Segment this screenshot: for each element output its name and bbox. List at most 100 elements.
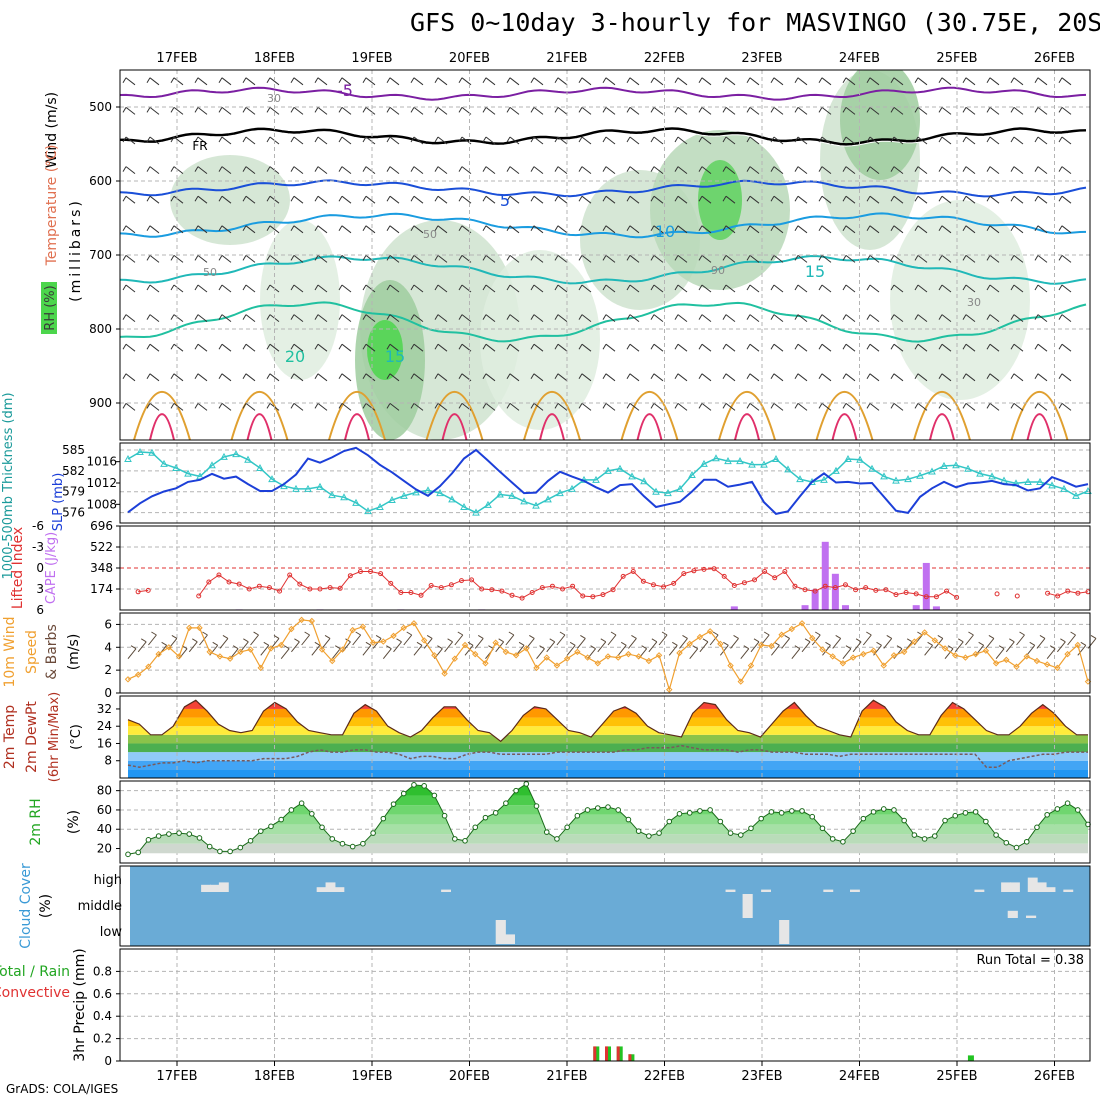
rh-point	[737, 832, 744, 838]
wind-barb	[626, 136, 640, 145]
wind-ylabel-2: Speed	[24, 630, 40, 674]
thickness-point	[592, 475, 600, 483]
wind-barb	[650, 136, 664, 145]
lifted-index-point	[458, 578, 464, 584]
wind-barb	[698, 77, 712, 86]
thickness-point	[736, 457, 744, 465]
wind-barb	[194, 166, 208, 174]
wind-barb	[242, 225, 256, 234]
wind-barb	[914, 284, 928, 293]
wind-speed-point	[747, 662, 755, 669]
wind-speed-point	[380, 638, 387, 645]
wind-barb	[1010, 136, 1024, 145]
wind-barb	[962, 343, 976, 352]
thickness-point	[556, 489, 564, 497]
wind-barb	[674, 195, 688, 204]
temp-ylabel-4: (°C)	[69, 724, 84, 750]
lifted-index-point	[711, 566, 717, 572]
wind-barb	[338, 284, 352, 293]
wind-speed-point	[502, 648, 510, 656]
lifted-index-point	[994, 591, 1000, 597]
y-tick-label: 600	[89, 174, 112, 188]
wind-barb	[242, 166, 256, 174]
thickness-point	[760, 460, 768, 468]
wind-barb	[658, 631, 668, 646]
wind-barb	[386, 195, 400, 204]
rh-point	[472, 824, 479, 831]
hot-contour	[149, 413, 175, 440]
rh-point	[625, 816, 632, 823]
li-series	[135, 541, 1091, 610]
rh-point	[503, 800, 509, 806]
lifted-index-point	[196, 593, 202, 599]
wind-barb	[242, 314, 256, 322]
wind-speed-point	[523, 645, 530, 652]
rh-point	[523, 781, 530, 787]
y-tick-label: 900	[89, 396, 112, 410]
lifted-index-point	[721, 573, 727, 579]
rh-point	[309, 811, 315, 817]
temp-band	[128, 743, 1088, 753]
lifted-index-point	[216, 572, 222, 578]
rh-point	[962, 810, 969, 816]
wind-barb	[314, 284, 328, 293]
precip-grid	[120, 949, 1090, 1061]
cloud-block	[1001, 882, 1011, 892]
wind-barb	[219, 635, 229, 649]
wind-barb	[1036, 635, 1046, 649]
wind-barb	[338, 225, 352, 234]
wind-barb	[770, 255, 784, 263]
rh-point	[819, 825, 826, 832]
wind-speed-point	[359, 623, 367, 630]
lifted-index-point	[772, 575, 778, 581]
wind-barb	[794, 107, 808, 115]
date-label-bottom: 19FEB	[351, 1069, 392, 1084]
wind-barb	[818, 403, 832, 411]
wind-barb	[746, 403, 760, 411]
precip-bars	[593, 1046, 974, 1061]
wind-barb	[794, 255, 808, 263]
rh-shade-patch	[840, 70, 920, 180]
cloud-block	[1063, 889, 1074, 892]
wind-barb	[866, 166, 880, 174]
wind-barb	[679, 635, 688, 649]
wind-barb	[194, 314, 208, 322]
rh-panel: 20 40 60 80 2m RH (%)	[28, 780, 1091, 864]
wind-barb	[770, 314, 784, 322]
rh-point	[594, 805, 601, 811]
rh-point	[615, 807, 622, 813]
chart-title: GFS 0~10day 3-hourly for MASVINGO (30.75…	[410, 8, 1100, 37]
wind-barb	[530, 166, 544, 174]
rh-point	[288, 807, 295, 813]
wind-barb	[722, 255, 736, 263]
wind-barb	[410, 136, 424, 145]
wind-barb	[842, 136, 856, 145]
wind-speed-point	[1033, 657, 1041, 665]
wind-speed-point	[706, 628, 714, 635]
thickness-point	[424, 486, 432, 494]
wind-barb	[506, 195, 520, 204]
wind-barb	[1010, 255, 1024, 263]
wind-barb	[554, 195, 568, 204]
wind-barb	[122, 373, 136, 382]
thickness-point	[652, 487, 660, 495]
wind-barb	[314, 373, 328, 382]
lifted-index-point	[762, 569, 768, 574]
wind-barb	[386, 166, 400, 174]
rh-point	[543, 829, 550, 835]
wind-barb	[698, 136, 712, 145]
hot-contour	[636, 413, 663, 440]
wind-barb	[122, 403, 136, 411]
lifted-index-point	[873, 587, 879, 593]
wind-barb	[290, 166, 304, 174]
wind-speed-point	[778, 631, 785, 638]
wind-barb	[218, 166, 232, 174]
cloud-block	[742, 894, 753, 918]
wind-barb	[1058, 255, 1072, 263]
wind-barb	[482, 107, 496, 115]
isotherm-label: 5	[500, 191, 510, 210]
wind-barb	[746, 107, 760, 115]
wind-barb	[464, 641, 474, 656]
wind-speed-point	[757, 641, 765, 649]
rh-point	[380, 815, 387, 822]
